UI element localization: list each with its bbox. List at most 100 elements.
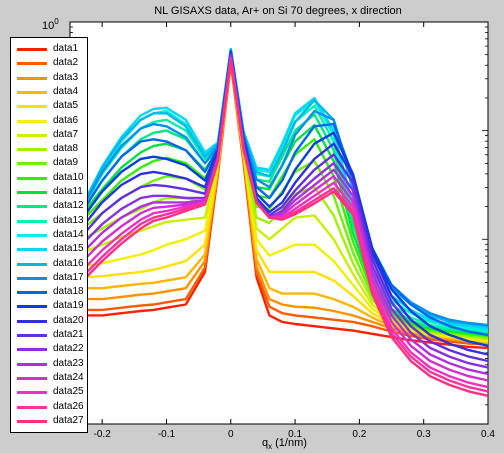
legend-entry: data18: [11, 285, 89, 299]
legend-label: data20: [53, 314, 84, 326]
legend-entry: data17: [11, 271, 89, 285]
legend-swatch: [17, 105, 47, 109]
legend-swatch: [17, 405, 47, 409]
legend-entry: data3: [11, 71, 89, 85]
legend-entry: data20: [11, 314, 89, 328]
legend-label: data9: [53, 157, 79, 169]
legend-label: data6: [53, 114, 79, 126]
legend-swatch: [17, 76, 47, 80]
legend-swatch: [17, 362, 47, 366]
legend-entry: data21: [11, 328, 89, 342]
legend-label: data13: [53, 214, 84, 226]
legend-swatch: [17, 219, 47, 223]
legend-label: data15: [53, 243, 84, 255]
legend-entry: data23: [11, 357, 89, 371]
legend-swatch: [17, 305, 47, 309]
legend-label: data3: [53, 71, 79, 83]
legend-label: data12: [53, 200, 84, 212]
legend-label: data1: [53, 43, 79, 54]
x-tick-label: -0.1: [158, 429, 176, 440]
legend-entry: data22: [11, 342, 89, 356]
legend-label: data18: [53, 286, 84, 298]
legend-swatch: [17, 334, 47, 337]
x-tick-label: 0.1: [288, 429, 302, 440]
series-line-data20: [81, 52, 489, 356]
x-tick-label: 0.2: [352, 429, 366, 440]
legend-entry: data6: [11, 114, 89, 128]
series-line-data19: [81, 51, 489, 347]
legend-entry: data16: [11, 257, 89, 271]
legend-label: data7: [53, 128, 79, 140]
legend-swatch: [17, 348, 47, 352]
legend-entry: data26: [11, 400, 89, 414]
legend-label: data22: [53, 343, 84, 355]
legend-entry: data13: [11, 214, 89, 228]
legend-entry: data8: [11, 142, 89, 156]
legend-swatch: [17, 319, 47, 323]
legend-label: data11: [53, 186, 83, 197]
legend-swatch: [17, 176, 47, 180]
series-layer: [81, 48, 489, 397]
legend-label: data17: [53, 271, 84, 283]
legend-entry: data12: [11, 199, 89, 213]
legend-label: data24: [53, 371, 84, 383]
legend-entry: data9: [11, 156, 89, 170]
series-line-data27: [82, 58, 489, 397]
legend-entry: data2: [11, 56, 89, 70]
series-line-data21: [82, 53, 489, 363]
series-line-data7: [82, 55, 489, 341]
legend-label: data8: [53, 143, 79, 155]
legend-label: data5: [53, 100, 79, 112]
x-axis-label-unit: (1/nm): [275, 437, 307, 449]
legend-swatch: [17, 191, 47, 194]
legend-swatch: [17, 205, 47, 209]
legend-swatch: [17, 90, 47, 94]
y-tick-top-base: 10: [42, 20, 54, 32]
legend-label: data10: [53, 171, 84, 183]
chart-title: NL GISAXS data, Ar+ on Si 70 degrees, x …: [154, 5, 402, 17]
legend-label: data4: [53, 85, 79, 97]
legend-swatch: [17, 133, 47, 137]
legend-swatch: [17, 276, 47, 280]
x-axis-label-main: q: [262, 437, 268, 449]
legend-entry: data25: [11, 385, 89, 399]
legend-label: data26: [53, 400, 84, 412]
legend-swatch: [17, 162, 47, 166]
legend-entry: data15: [11, 242, 89, 256]
legend-label: data19: [53, 300, 84, 312]
legend-entry: data11: [11, 185, 89, 199]
series-line-data2: [82, 61, 489, 346]
x-axis-label: qx (1/nm): [262, 437, 307, 451]
legend-swatch: [17, 391, 47, 395]
legend-swatch: [17, 48, 47, 51]
legend: data1 data2 data3 data4 data5 data6 data7 data8…: [10, 37, 88, 433]
legend-entry: data5: [11, 99, 89, 113]
legend-entry: data19: [11, 299, 89, 313]
legend-label: data27: [53, 414, 84, 426]
series-line-data17: [81, 49, 489, 327]
legend-entry: data14: [11, 228, 89, 242]
legend-swatch: [17, 119, 47, 123]
series-line-data18: [81, 50, 489, 337]
legend-label: data14: [53, 228, 84, 240]
x-axis-label-sub: x: [268, 442, 272, 451]
legend-label: data23: [53, 357, 84, 369]
legend-entry: data7: [11, 128, 89, 142]
legend-entry: data24: [11, 371, 89, 385]
legend-swatch: [17, 376, 47, 380]
legend-label: data16: [53, 257, 84, 269]
x-tick-label: -0.2: [94, 429, 112, 440]
legend-swatch: [17, 148, 47, 152]
legend-swatch: [17, 233, 47, 237]
legend-entry: data1: [11, 42, 89, 56]
legend-swatch: [17, 62, 47, 66]
legend-swatch: [17, 291, 47, 295]
y-tick-top-exp: 0: [54, 17, 59, 26]
legend-entry: data10: [11, 171, 89, 185]
legend-swatch: [17, 262, 47, 266]
y-tick-top: 100: [42, 17, 59, 32]
legend-entry: data27: [11, 414, 89, 428]
x-tick-label: 0.3: [417, 429, 431, 440]
legend-entry: data4: [11, 85, 89, 99]
